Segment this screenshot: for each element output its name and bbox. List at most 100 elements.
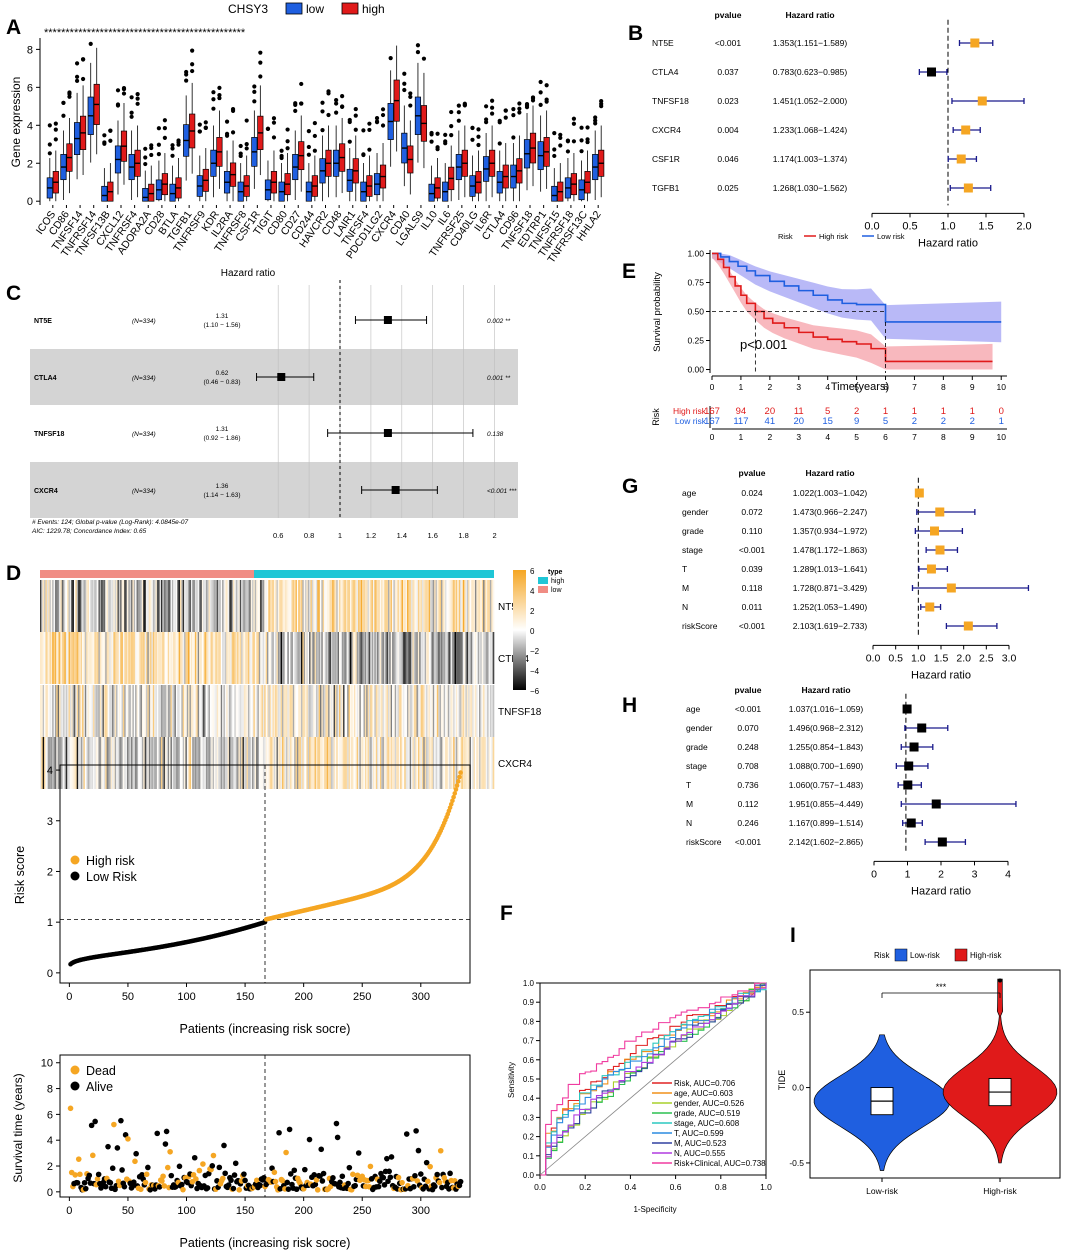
d-heatmap-cell — [189, 685, 192, 737]
f-legend-label: stage, AUC=0.608 — [674, 1119, 740, 1128]
a-outlier-high — [530, 98, 536, 103]
d-heatmap-cell — [480, 737, 483, 789]
d-heatmap-cell — [416, 580, 419, 632]
d-heatmap-cell — [264, 737, 266, 789]
d-heatmap-cell — [76, 580, 79, 632]
a-outlier-low — [197, 122, 202, 127]
d-heatmap-cell — [474, 737, 477, 789]
d-heatmap-cell — [167, 685, 170, 737]
d-heatmap-cell — [284, 737, 287, 789]
d-heatmap-cell — [382, 632, 385, 684]
f-x-tick-label: 0.6 — [670, 1182, 682, 1192]
d-heatmap-cell — [83, 580, 86, 632]
d-heatmap-cell — [264, 685, 266, 737]
c-footnote-aic: AIC: 1229.78; Concordance Index: 0.65 — [31, 528, 147, 535]
d-heatmap-cell — [190, 632, 193, 684]
d-heatmap-cell — [175, 632, 178, 684]
d-surv-point-alive — [82, 1185, 89, 1192]
d-surv-y-tick-label: 6 — [47, 1109, 53, 1121]
d-heatmap-cell — [333, 580, 336, 632]
d-heatmap-cell — [88, 737, 91, 789]
d-heatmap-cell — [404, 632, 406, 684]
d-heatmap-cell — [455, 685, 458, 737]
a-outlier-high — [244, 142, 249, 147]
d-risk-y-label: Risk score — [13, 846, 27, 904]
d-heatmap-cell — [253, 685, 256, 737]
d-heatmap-cell — [143, 685, 145, 737]
d-heatmap-cell — [163, 580, 166, 632]
e-y-tick-label: 0.50 — [687, 307, 704, 317]
d-scale-tick: 4 — [530, 587, 535, 596]
c-row-pvalue: 0.001 ** — [487, 375, 511, 382]
d-heatmap-cell — [332, 632, 334, 684]
c-row-hr: 1.31 — [216, 426, 229, 433]
d-surv-point-alive — [241, 1171, 247, 1177]
d-heatmap-cell — [197, 737, 200, 789]
h-row-hr: 1.088(0.700−1.690) — [789, 761, 864, 771]
d-heatmap-cell — [450, 685, 453, 737]
d-heatmap-cell — [363, 632, 366, 684]
d-heatmap-cell — [413, 685, 416, 737]
b-row-pvalue: <0.001 — [715, 38, 742, 48]
d-surv-point-alive — [418, 1171, 424, 1177]
d-heatmap-cell — [279, 580, 281, 632]
d-heatmap-cell — [49, 737, 52, 789]
d-heatmap-cell — [374, 632, 377, 684]
d-heatmap-cell — [283, 685, 285, 737]
d-heatmap-cell — [205, 685, 208, 737]
d-heatmap-cell — [180, 737, 182, 789]
a-outlier-low — [565, 138, 571, 143]
d-heatmap-cell — [362, 632, 364, 684]
b-x-axis-label: Hazard ratio — [918, 237, 978, 249]
d-heatmap-cell — [235, 737, 238, 789]
d-heatmap-cell — [279, 737, 281, 789]
d-heatmap-cell — [333, 685, 336, 737]
d-surv-point-alive — [302, 1166, 308, 1173]
d-heatmap-cell — [288, 685, 291, 737]
d-heatmap-cell — [113, 580, 116, 632]
c-row-ci: (1.10 − 1.56) — [203, 322, 240, 329]
d-heatmap-cell — [75, 737, 78, 789]
d-heatmap-cell — [370, 685, 372, 737]
d-heatmap-cell — [121, 632, 124, 684]
b-row-hr: 0.783(0.623−0.985) — [773, 67, 848, 77]
a-outlier-high — [462, 103, 467, 108]
d-heatmap-cell — [242, 632, 245, 684]
d-heatmap-cell — [116, 632, 118, 684]
d-heatmap-cell — [243, 580, 246, 632]
d-heatmap-cell — [419, 580, 421, 632]
d-heatmap-cell — [148, 632, 151, 684]
a-outlier-low — [470, 125, 475, 131]
d-heatmap-cell — [353, 685, 356, 737]
d-heatmap-cell — [220, 632, 223, 684]
d-heatmap-cell — [222, 737, 224, 789]
e-y-tick-label: 1.00 — [687, 248, 704, 258]
d-heatmap-cell — [339, 632, 341, 684]
d-surv-point-dead — [414, 1178, 421, 1184]
d-heatmap-cell — [390, 685, 393, 737]
a-outlier-low — [156, 152, 161, 157]
d-heatmap-cell — [199, 580, 201, 632]
a-outlier-high — [435, 131, 440, 136]
d-surv-point-alive — [352, 1182, 359, 1189]
d-heatmap-cell — [430, 580, 432, 632]
d-heatmap-cell — [458, 737, 461, 789]
d-heatmap-cell — [474, 580, 477, 632]
d-heatmap-cell — [82, 580, 84, 632]
d-heatmap-cell — [447, 737, 450, 789]
d-heatmap-cell — [284, 580, 287, 632]
d-heatmap-cell — [137, 685, 140, 737]
d-heatmap-cell — [348, 632, 351, 684]
d-heatmap-cell — [381, 632, 383, 684]
d-surv-y-tick-label: 4 — [47, 1135, 53, 1147]
d-heatmap-cell — [267, 632, 269, 684]
d-heatmap-cell — [170, 580, 173, 632]
d-heatmap-cell — [292, 685, 295, 737]
b-row-hr: 1.451(1.052−2.000) — [773, 96, 848, 106]
e-table-title: Risk — [651, 408, 661, 426]
d-heatmap-cell — [211, 737, 213, 789]
h-hr-marker — [917, 723, 927, 733]
d-heatmap-cell — [344, 632, 347, 684]
d-heatmap-cell — [393, 632, 396, 684]
a-outlier-high — [599, 104, 604, 109]
